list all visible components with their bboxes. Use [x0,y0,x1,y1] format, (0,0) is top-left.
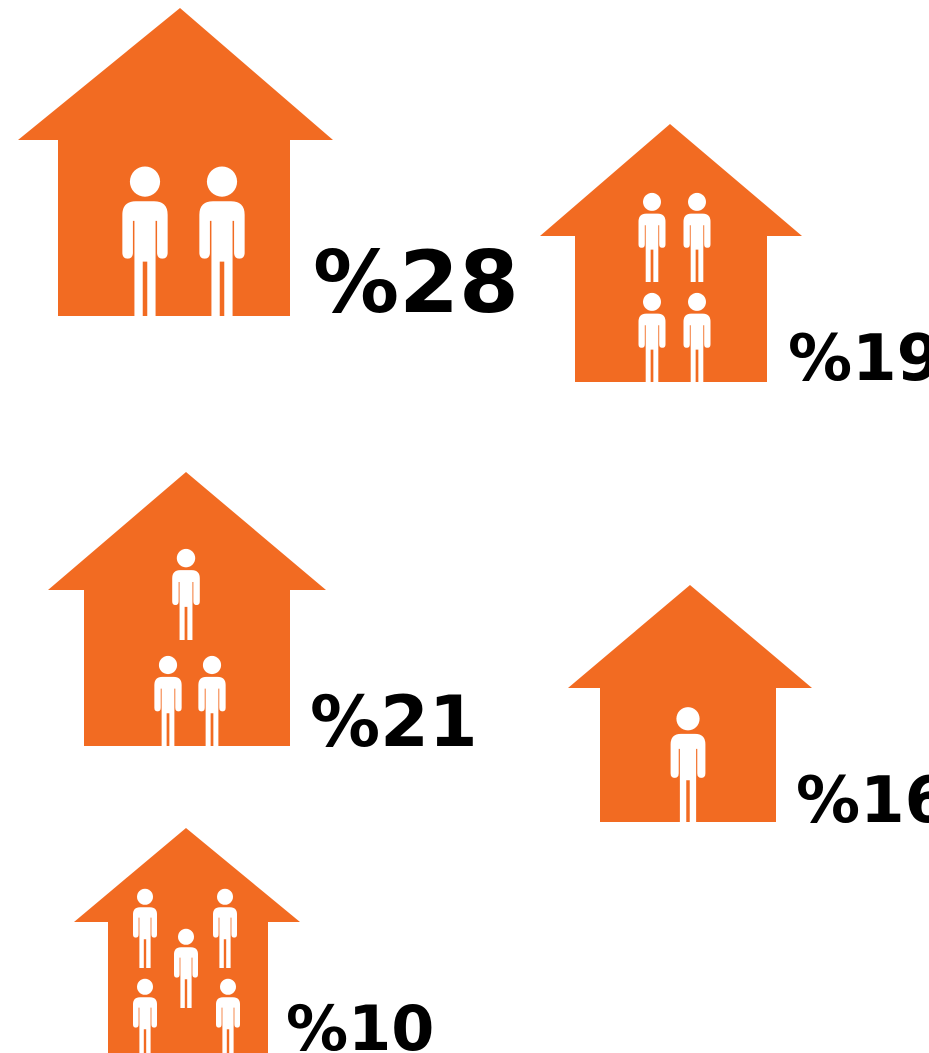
house-icon [540,124,802,382]
percent-label: %10 [286,992,434,1053]
percent-label: %21 [310,681,478,763]
house-icon [18,8,333,316]
house-icon [48,472,326,746]
percent-label: %19 [788,322,929,396]
houses [18,8,812,1053]
house-icon [568,585,812,822]
percent-label: %16 [796,764,929,838]
percent-label: %28 [313,233,519,333]
